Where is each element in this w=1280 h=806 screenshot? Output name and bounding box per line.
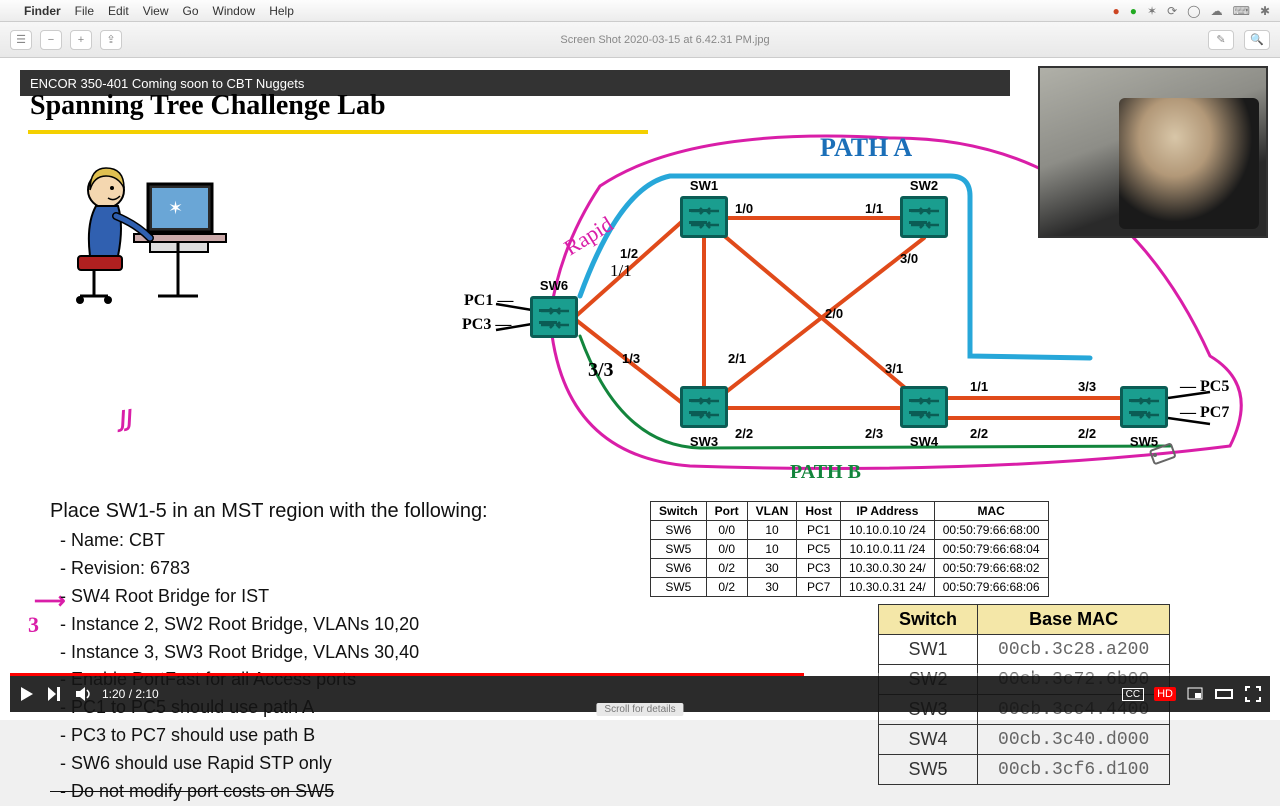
share-icon[interactable]: ⇪ (100, 30, 122, 50)
video-area: ENCOR 350-401 Coming soon to CBT Nuggets… (0, 58, 1280, 720)
instructions-title: Place SW1-5 in an MST region with the fo… (50, 496, 488, 527)
port-label: 2/3 (865, 426, 883, 441)
port-label: 1/0 (735, 201, 753, 216)
port-label: 2/2 (735, 426, 753, 441)
mac-table-row: SW100cb.3c28.a200 (879, 635, 1170, 665)
youtube-title-text: ENCOR 350-401 Coming soon to CBT Nuggets (30, 76, 304, 91)
menubar-status-icons[interactable]: ●●✶⟳◯☁⌨✱ (1113, 4, 1270, 18)
switch-label: SW5 (1120, 434, 1168, 449)
sidebar-toggle-icon[interactable]: ☰ (10, 30, 32, 50)
switch-label: SW3 (680, 434, 728, 449)
clipart-person-at-computer: ✶ (60, 146, 240, 316)
port-label: 1/1 (970, 379, 988, 394)
switch-label: SW1 (680, 178, 728, 193)
switch-sw1 (680, 196, 728, 238)
host-table-header: Port (706, 502, 747, 521)
port-label: 1/2 (620, 246, 638, 261)
instructions-block: Place SW1-5 in an MST region with the fo… (50, 496, 488, 806)
search-icon[interactable]: 🔍 (1244, 30, 1270, 50)
menubar-item-window[interactable]: Window (213, 4, 256, 18)
webcam-overlay (1038, 66, 1268, 238)
scroll-hint: Scroll for details (596, 703, 683, 716)
switch-sw6 (530, 296, 578, 338)
host-table: SwitchPortVLANHostIP AddressMAC SW60/010… (650, 501, 1049, 597)
mac-table-row: SW400cb.3c40.d000 (879, 725, 1170, 755)
instruction-line: - SW4 Root Bridge for IST (50, 583, 488, 611)
pink-mark-instance3: 3 (28, 612, 39, 638)
port-label: 3/1 (885, 361, 903, 376)
instruction-line: - Do not modify port costs on SW5 (50, 778, 488, 806)
port-label: 2/0 (825, 306, 843, 321)
switch-label: SW4 (900, 434, 948, 449)
menubar-item-go[interactable]: Go (183, 4, 199, 18)
instruction-line: - Instance 2, SW2 Root Bridge, VLANs 10,… (50, 611, 488, 639)
port-label: 1/1 (865, 201, 883, 216)
instruction-line: - PC3 to PC7 should use path B (50, 722, 488, 750)
mac-table-row: SW500cb.3cf6.d100 (879, 755, 1170, 785)
switch-sw3 (680, 386, 728, 428)
host-table-header: MAC (934, 502, 1048, 521)
instruction-line: - SW6 should use Rapid STP only (50, 750, 488, 778)
host-table-header: VLAN (747, 502, 797, 521)
port-label: 3/0 (900, 251, 918, 266)
switch-sw2 (900, 196, 948, 238)
pink-doodle: 𝘑𝘑 (118, 405, 134, 433)
play-icon[interactable] (18, 685, 36, 703)
port-label: 2/2 (970, 426, 988, 441)
svg-text:3/3: 3/3 (588, 359, 614, 381)
host-table-header: Switch (651, 502, 707, 521)
svg-text:✶: ✶ (168, 198, 183, 218)
settings-hd-icon[interactable]: HD (1154, 687, 1176, 701)
host-table-header: Host (797, 502, 841, 521)
port-label: 1/3 (622, 351, 640, 366)
macos-menubar[interactable]: Finder File Edit View Go Window Help ●●✶… (0, 0, 1280, 22)
instruction-line: - Instance 3, SW3 Root Bridge, VLANs 30,… (50, 639, 488, 667)
switch-sw5 (1120, 386, 1168, 428)
host-table-row: SW50/010PC510.10.0.11 /2400:50:79:66:68:… (651, 540, 1049, 559)
port-label: 3/3 (1078, 379, 1096, 394)
menubar-item-help[interactable]: Help (269, 4, 294, 18)
host-table-row: SW50/230PC710.30.0.31 24/00:50:79:66:68:… (651, 578, 1049, 597)
fullscreen-icon[interactable] (1244, 685, 1262, 703)
switch-label: SW6 (530, 278, 578, 293)
cc-icon[interactable]: CC (1122, 688, 1144, 701)
svg-text:Rapid: Rapid (559, 211, 617, 260)
zoom-out-icon[interactable]: − (40, 30, 62, 50)
slide-heading: Spanning Tree Challenge Lab (30, 90, 386, 122)
host-table-row: SW60/010PC110.10.0.10 /2400:50:79:66:68:… (651, 521, 1049, 540)
svg-text:PATH A: PATH A (820, 133, 912, 162)
instruction-line: - Revision: 6783 (50, 555, 488, 583)
window-title: Screen Shot 2020-03-15 at 6.42.31 PM.jpg (560, 34, 769, 46)
label-pc1: PC1 — (464, 292, 513, 310)
mac-table-header: Base MAC (978, 605, 1170, 635)
switch-sw4 (900, 386, 948, 428)
label-pc7: — PC7 (1180, 404, 1229, 422)
zoom-in-icon[interactable]: + (70, 30, 92, 50)
preview-toolbar: ☰ − + ⇪ Screen Shot 2020-03-15 at 6.42.3… (0, 22, 1280, 58)
menubar-item-edit[interactable]: Edit (108, 4, 129, 18)
host-table-header: IP Address (841, 502, 935, 521)
port-label: 2/1 (728, 351, 746, 366)
instruction-line: - Name: CBT (50, 527, 488, 555)
theater-icon[interactable] (1214, 685, 1234, 703)
next-icon[interactable] (46, 685, 64, 703)
menubar-app-name[interactable]: Finder (24, 4, 61, 18)
label-pc5: — PC5 (1180, 378, 1229, 396)
switch-label: SW2 (900, 178, 948, 193)
menubar-item-file[interactable]: File (75, 4, 94, 18)
host-table-row: SW60/230PC310.30.0.30 24/00:50:79:66:68:… (651, 559, 1049, 578)
port-label: 2/2 (1078, 426, 1096, 441)
volume-icon[interactable] (74, 685, 92, 703)
mac-table-header: Switch (879, 605, 978, 635)
menubar-item-view[interactable]: View (143, 4, 169, 18)
video-time: 1:20 / 2:10 (102, 687, 159, 701)
markup-icon[interactable]: ✎ (1208, 30, 1234, 50)
svg-text:1/1: 1/1 (610, 261, 632, 280)
svg-text:PATH B: PATH B (790, 461, 861, 483)
label-pc3: PC3 — (462, 316, 511, 334)
miniplayer-icon[interactable] (1186, 685, 1204, 703)
